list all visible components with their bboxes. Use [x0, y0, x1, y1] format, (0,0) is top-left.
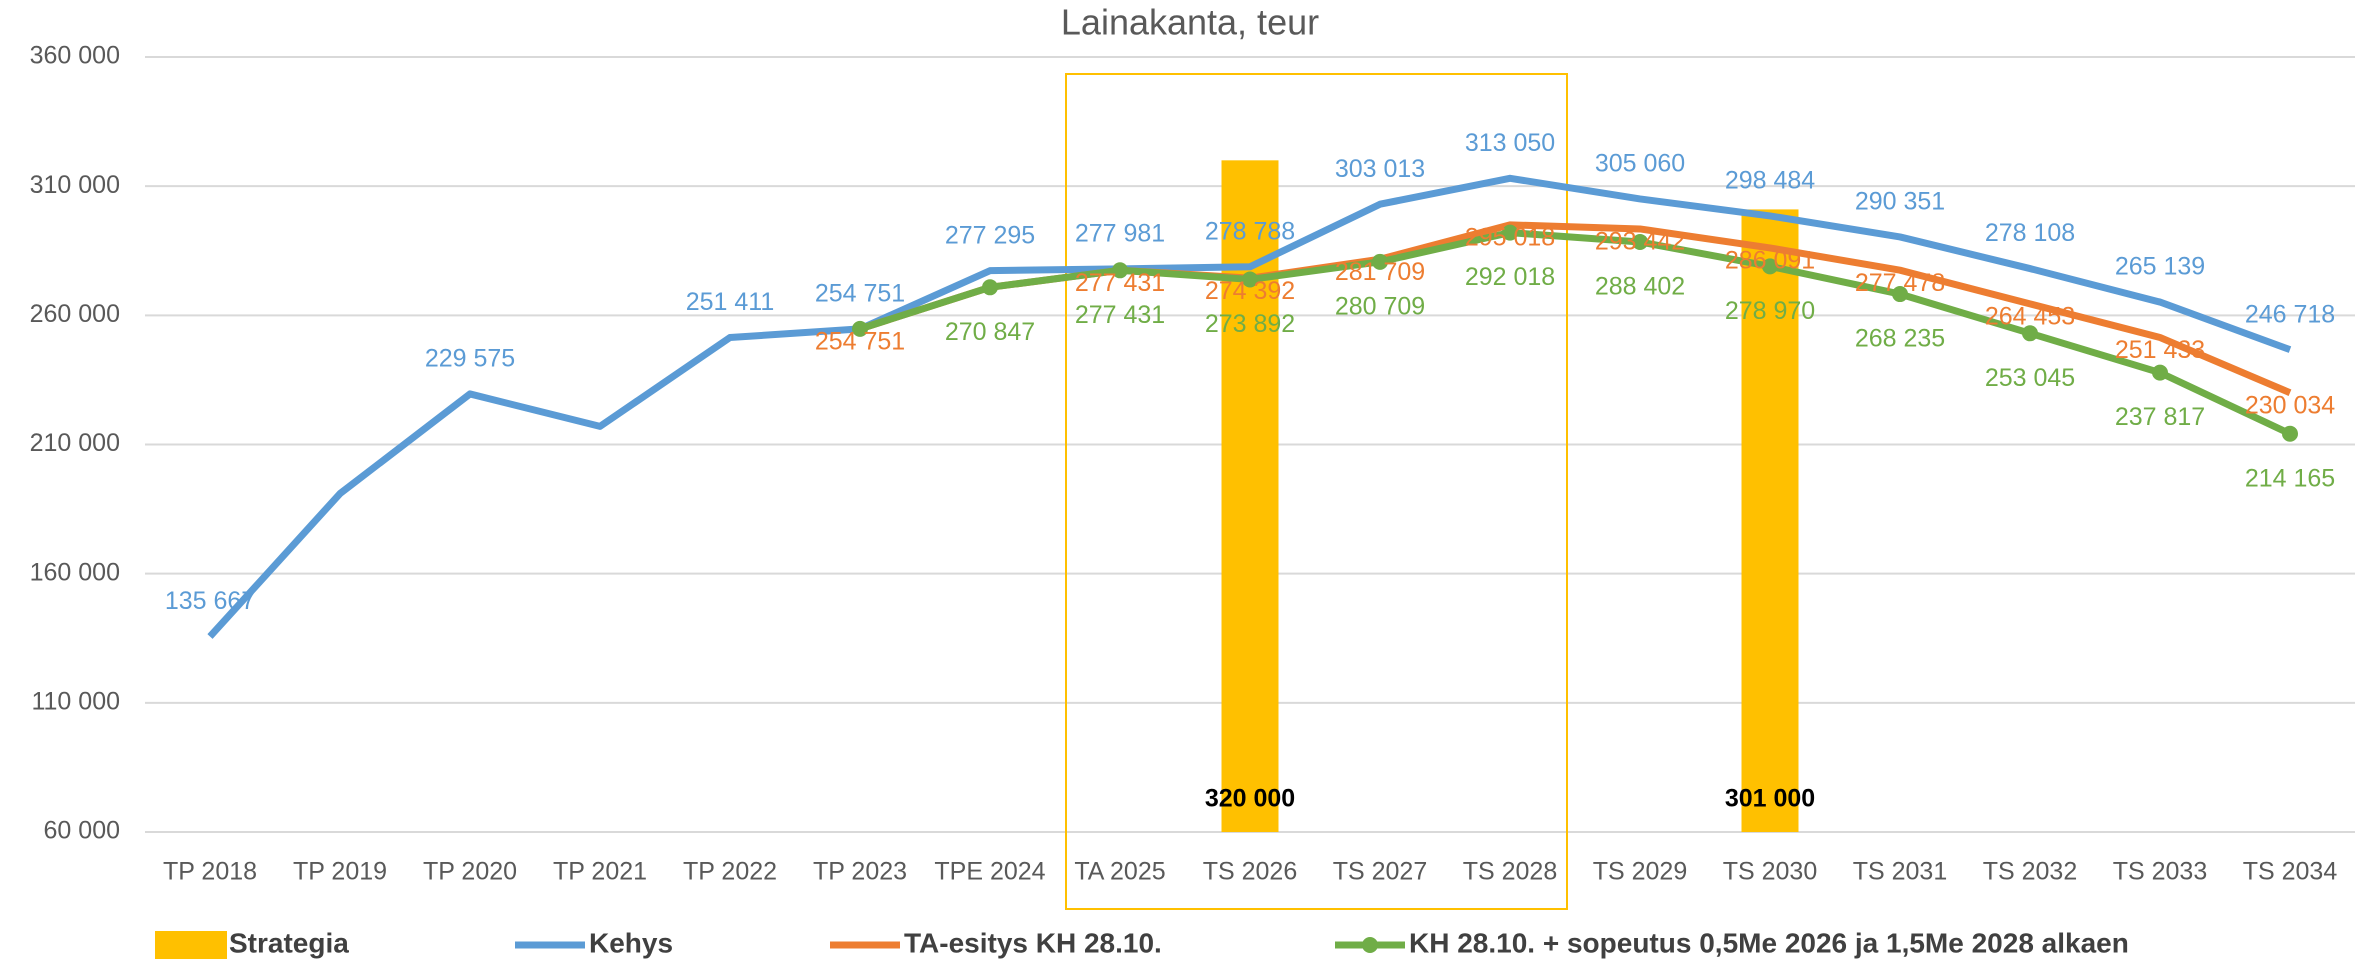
x-tick-label: TS 2034: [2243, 858, 2338, 886]
x-tick-label: TS 2031: [1853, 858, 1948, 886]
data-label: 303 013: [1335, 155, 1425, 183]
data-label: 286 091: [1725, 247, 1815, 275]
data-label: 280 709: [1335, 292, 1425, 320]
x-tick-label: TP 2019: [293, 858, 387, 886]
marker: [982, 279, 998, 296]
x-tick-label: TP 2020: [423, 858, 517, 886]
data-label: 251 433: [2115, 336, 2205, 364]
x-tick-label: TP 2018: [163, 858, 257, 886]
highlight-frame: [1065, 73, 1568, 910]
data-label: 253 045: [1985, 364, 2075, 392]
data-label: 254 751: [815, 328, 905, 356]
data-label: 230 034: [2245, 391, 2335, 419]
marker: [1892, 286, 1908, 303]
x-tick-label: TS 2033: [2113, 858, 2208, 886]
data-label: 268 235: [1855, 325, 1945, 353]
data-label: 292 018: [1465, 263, 1555, 291]
data-label: 264 453: [1985, 302, 2075, 330]
line: [207, 174, 2292, 639]
legend-label: Strategia: [229, 927, 349, 958]
bar: [1221, 160, 1279, 833]
data-label: 246 718: [2245, 300, 2335, 328]
legend-label: Kehys: [589, 927, 673, 958]
x-tick-label: TA 2025: [1074, 858, 1165, 886]
x-tick-label: TS 2029: [1593, 858, 1688, 886]
x-tick-label: TPE 2024: [934, 858, 1045, 886]
data-label: 278 108: [1985, 219, 2075, 247]
x-tick-label: TS 2030: [1723, 858, 1818, 886]
chart-title: Lainakanta, teur: [1061, 2, 1319, 43]
x-tick-label: TP 2023: [813, 858, 907, 886]
data-label: 265 139: [2115, 253, 2205, 281]
data-label: 274 392: [1205, 277, 1295, 305]
marker: [1762, 258, 1778, 275]
x-tick-label: TP 2021: [553, 858, 647, 886]
data-label: 273 892: [1205, 310, 1295, 338]
y-tick-label: 260 000: [30, 300, 120, 328]
data-label: 229 575: [425, 345, 515, 373]
data-label: 237 817: [2115, 403, 2205, 431]
data-label: 298 484: [1725, 167, 1815, 195]
data-label: 251 411: [686, 288, 775, 316]
data-label: 278 788: [1205, 217, 1295, 245]
marker: [1632, 233, 1648, 250]
data-label: 313 050: [1465, 129, 1555, 157]
y-tick-label: 360 000: [30, 42, 120, 70]
x-tick-label: TS 2028: [1463, 858, 1558, 886]
marker: [2152, 364, 2168, 381]
data-label: 293 442: [1595, 228, 1685, 256]
y-tick-label: 160 000: [30, 558, 120, 586]
line: [858, 229, 2292, 437]
legend-label: KH 28.10. + sopeutus 0,5Me 2026 ja 1,5Me…: [1409, 927, 2129, 958]
data-label: 290 351: [1855, 188, 1945, 216]
data-label: 278 970: [1725, 297, 1815, 325]
data-label: 277 295: [945, 221, 1035, 249]
data-label: 305 060: [1595, 150, 1685, 178]
bar: [1741, 209, 1799, 832]
marker: [2282, 425, 2298, 442]
y-tick-label: 110 000: [31, 687, 120, 715]
legend-swatch: [155, 931, 227, 959]
y-tick-label: 60 000: [44, 817, 120, 845]
legend-marker: [1362, 937, 1378, 953]
x-tick-label: TS 2027: [1333, 858, 1428, 886]
data-label: 320 000: [1205, 785, 1295, 813]
data-label: 288 402: [1595, 273, 1685, 301]
marker: [1242, 271, 1258, 288]
x-tick-label: TS 2032: [1983, 858, 2078, 886]
data-label: 301 000: [1725, 785, 1815, 813]
data-label: 277 431: [1075, 301, 1165, 329]
data-label: 135 667: [165, 587, 255, 615]
data-label: 270 847: [945, 318, 1035, 346]
marker: [2022, 325, 2038, 342]
x-tick-label: TP 2022: [683, 858, 777, 886]
marker: [1372, 253, 1388, 270]
marker: [1502, 224, 1518, 241]
x-tick-label: TS 2026: [1203, 858, 1298, 886]
data-label: 277 431: [1075, 269, 1165, 297]
data-label: 277 478: [1855, 269, 1945, 297]
marker: [1112, 262, 1128, 279]
y-tick-label: 310 000: [30, 171, 120, 199]
data-label: 277 981: [1075, 219, 1165, 247]
data-label: 281 709: [1335, 258, 1425, 286]
legend-label: TA-esitys KH 28.10.: [904, 927, 1162, 958]
data-label: 214 165: [2245, 464, 2335, 492]
y-tick-label: 210 000: [30, 429, 120, 457]
data-label: 254 751: [815, 280, 905, 308]
marker: [852, 320, 868, 337]
data-label: 295 018: [1465, 223, 1555, 251]
